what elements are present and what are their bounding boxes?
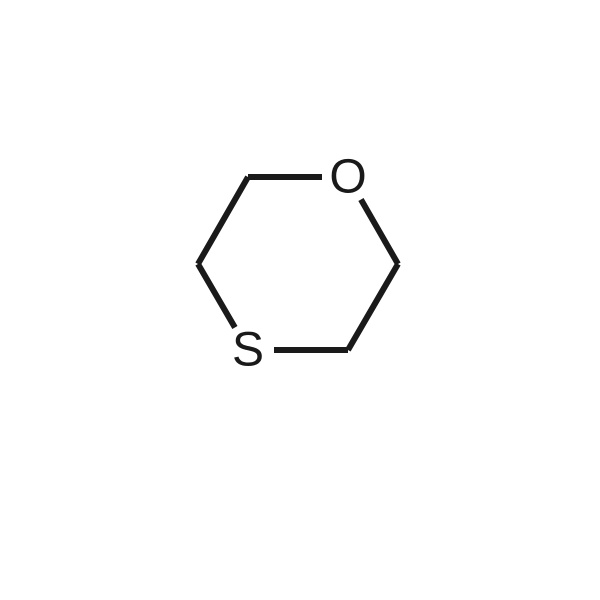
- atom-label-s: S: [232, 324, 264, 377]
- molecule-diagram: OS: [0, 0, 600, 600]
- atom-label-o: O: [329, 151, 366, 204]
- bond: [198, 177, 248, 264]
- bond: [348, 264, 398, 350]
- bond: [198, 264, 235, 328]
- bond: [361, 200, 398, 264]
